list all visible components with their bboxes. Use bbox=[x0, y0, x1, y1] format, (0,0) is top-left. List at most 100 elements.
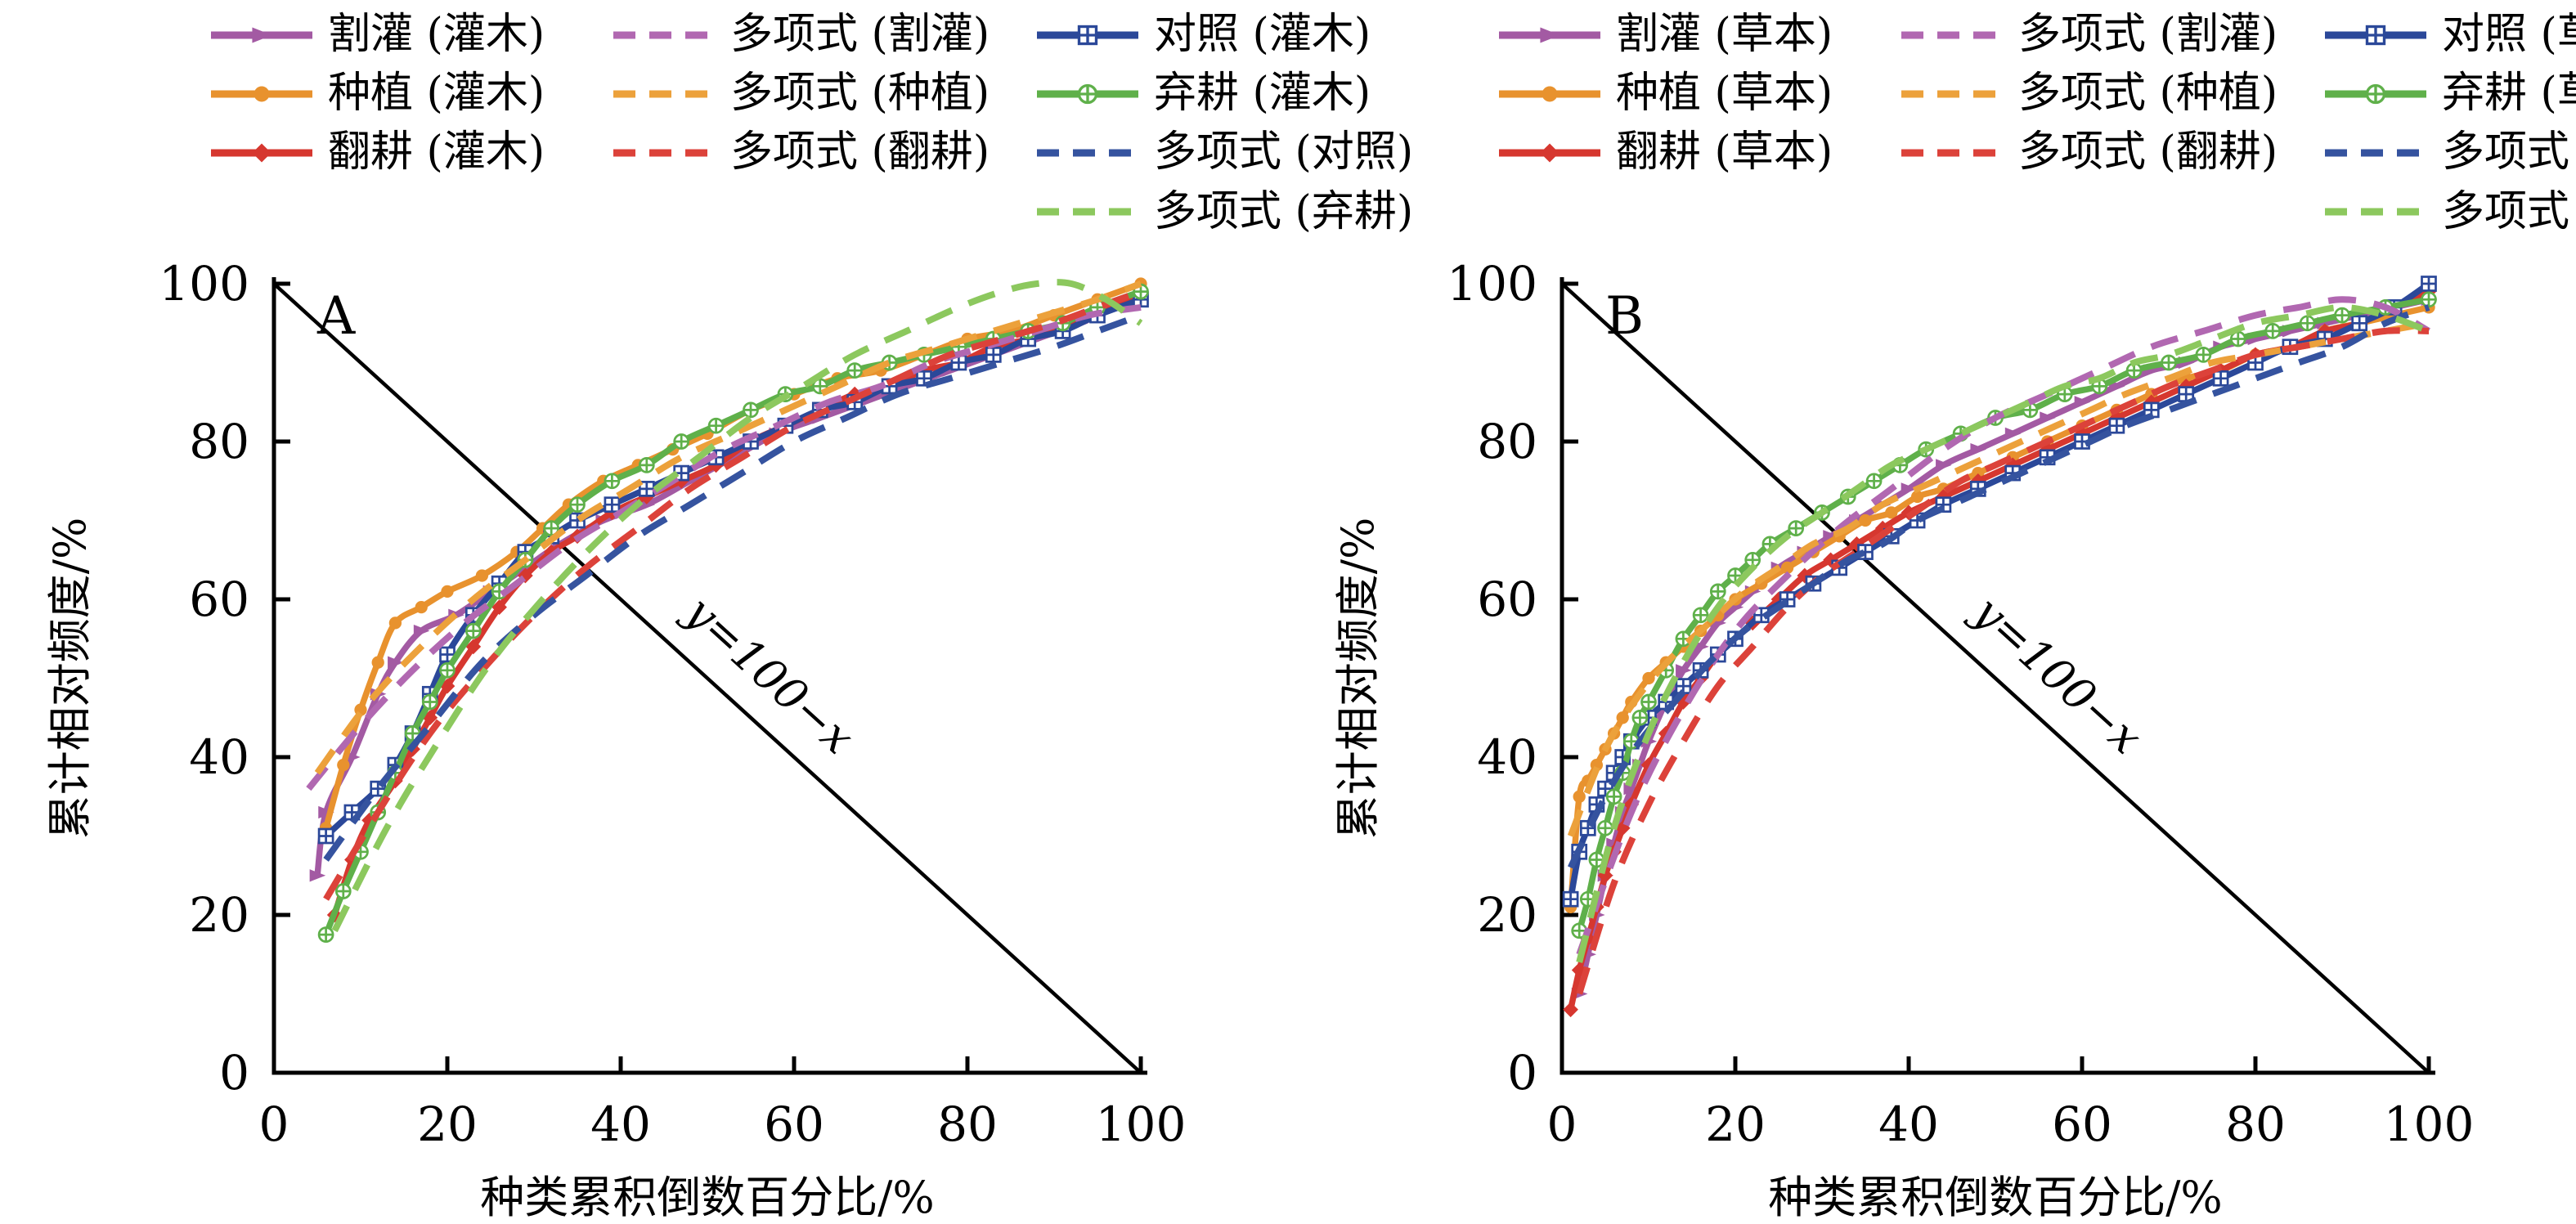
circle-cross-marker bbox=[2335, 308, 2349, 323]
square-cross-marker bbox=[2214, 371, 2228, 386]
y-tick-label: 20 bbox=[189, 887, 249, 943]
legend-b: 割灌 (草本) 多项式 (割灌) 对照 (草本) 种植 (草本) 多项式 (种植) 弃耕 … bbox=[1497, 11, 2576, 235]
y-axis-title: 累计相对频度/% bbox=[44, 518, 96, 840]
square-cross-marker bbox=[319, 829, 334, 843]
square-cross-marker bbox=[640, 482, 654, 496]
triangle-marker bbox=[388, 656, 404, 669]
circle-cross-marker bbox=[570, 497, 585, 512]
circle-cross-line-swatch-icon bbox=[2325, 83, 2426, 104]
panel-b: 割灌 (草本) 多项式 (割灌) 对照 (草本) 种植 (草本) 多项式 (种植) 弃耕 … bbox=[1288, 0, 2576, 1224]
legend-item: 多项式 (弃耕) bbox=[1034, 188, 1413, 235]
circle-cross-marker bbox=[544, 521, 559, 536]
diamond-marker bbox=[543, 544, 559, 560]
legend-label: 多项式 (对照) bbox=[1154, 128, 1414, 177]
x-tick-label: 40 bbox=[1878, 1096, 1939, 1152]
circle-marker bbox=[1780, 561, 1794, 575]
series-line bbox=[314, 280, 1142, 775]
circle-cross-marker bbox=[813, 379, 828, 393]
dashed-line-swatch-icon bbox=[1901, 149, 2003, 157]
y-tick-label: 0 bbox=[1507, 1045, 1537, 1101]
legend-label: 弃耕 (草本) bbox=[2442, 69, 2576, 119]
diamond-marker bbox=[1540, 143, 1560, 163]
legend-item: 多项式 (翻耕) bbox=[611, 129, 1034, 176]
diamond-marker bbox=[252, 143, 272, 163]
circle-cross-marker bbox=[1694, 608, 1708, 622]
square-cross-marker bbox=[1564, 892, 1578, 907]
x-tick-label: 0 bbox=[259, 1096, 289, 1152]
x-tick-label: 100 bbox=[1096, 1096, 1187, 1152]
legend-item: 种植 (草本) bbox=[1497, 69, 1899, 117]
series-line bbox=[331, 279, 1143, 933]
x-axis-title: 种类累积倒数百分比/% bbox=[480, 1172, 935, 1223]
panel-letter: A bbox=[316, 286, 356, 347]
circle-cross-marker bbox=[1598, 821, 1613, 836]
triangle-marker bbox=[1676, 664, 1692, 677]
triangle-marker bbox=[252, 27, 272, 43]
diamond-line-swatch-icon bbox=[211, 143, 312, 163]
circle-cross-marker bbox=[2265, 324, 2280, 339]
legend-item: 多项式 (对照) bbox=[1034, 129, 1413, 176]
circle-cross-marker bbox=[1788, 521, 1803, 536]
legend-label: 弃耕 (灌木) bbox=[1154, 69, 1371, 119]
dashed-line-swatch-icon bbox=[1037, 208, 1138, 216]
circle-marker bbox=[441, 585, 454, 599]
y-tick-label: 80 bbox=[1477, 414, 1537, 469]
y-tick-label: 20 bbox=[1477, 887, 1537, 943]
x-tick-label: 40 bbox=[590, 1096, 651, 1152]
diamond-line-swatch-icon bbox=[1499, 143, 1600, 163]
circle-cross-marker bbox=[1572, 923, 1586, 938]
circle-marker bbox=[388, 616, 402, 630]
legend-label: 多项式 (种植) bbox=[730, 69, 990, 119]
circle-marker bbox=[1910, 490, 1924, 504]
circle-cross-marker bbox=[2231, 332, 2246, 346]
legend-item: 对照 (灌木) bbox=[1034, 11, 1413, 58]
legend-item: 多项式 (割灌) bbox=[1899, 11, 2322, 58]
circle-cross-marker bbox=[1589, 853, 1604, 867]
legend-label: 翻耕 (草本) bbox=[1616, 128, 1833, 177]
dashed-line-swatch-icon bbox=[1901, 31, 2003, 39]
circle-cross-marker bbox=[2300, 316, 2315, 330]
legend-item: 割灌 (草本) bbox=[1497, 11, 1899, 58]
square-cross-marker bbox=[2367, 26, 2385, 44]
series-line bbox=[324, 296, 1142, 839]
legend-label: 多项式 (翻耕) bbox=[2018, 128, 2278, 177]
square-cross-marker bbox=[1598, 782, 1613, 796]
y-tick-label: 100 bbox=[1447, 256, 1537, 312]
legend-label: 多项式 (翻耕) bbox=[730, 128, 990, 177]
triangle-marker bbox=[1901, 482, 1918, 495]
triangle-marker bbox=[1540, 27, 1560, 43]
legend-item: 种植 (灌木) bbox=[209, 69, 611, 117]
circle-cross-marker bbox=[2421, 292, 2436, 307]
circle-cross-marker bbox=[406, 726, 420, 741]
circle-marker bbox=[371, 656, 384, 669]
circle-cross-marker bbox=[2367, 85, 2385, 103]
circle-cross-marker bbox=[640, 458, 654, 473]
series-line bbox=[322, 280, 1142, 829]
series-markers bbox=[1571, 291, 2437, 939]
circle-cross-marker bbox=[466, 624, 481, 639]
circle-cross-marker bbox=[743, 402, 758, 417]
y-tick-label: 0 bbox=[219, 1045, 249, 1101]
legend-item: 多项式 (割灌) bbox=[611, 11, 1034, 58]
y-tick-label: 60 bbox=[1477, 572, 1537, 627]
triangle-marker bbox=[2004, 427, 2022, 441]
diamond-marker bbox=[1571, 962, 1587, 978]
x-tick-label: 80 bbox=[937, 1096, 998, 1152]
legend-label: 割灌 (草本) bbox=[1616, 10, 1833, 59]
chart-a: 0 20 40 60 80 100020406080100y=100−xA种类累积倒数百分… bbox=[44, 256, 1187, 1223]
circle-cross-marker bbox=[2161, 356, 2176, 370]
circle-cross-marker bbox=[336, 884, 351, 899]
legend-label: 割灌 (灌木) bbox=[328, 10, 545, 59]
triangle-marker bbox=[309, 869, 326, 882]
dashed-line-swatch-icon bbox=[1037, 149, 1138, 157]
circle-marker bbox=[1542, 86, 1558, 102]
legend-item: 翻耕 (灌木) bbox=[209, 129, 611, 176]
circle-cross-marker bbox=[674, 434, 689, 449]
circle-cross-marker bbox=[2196, 347, 2210, 362]
square-cross-marker bbox=[1581, 821, 1595, 836]
diamond-marker bbox=[1658, 725, 1674, 742]
legend-label: 翻耕 (灌木) bbox=[328, 128, 545, 177]
square-cross-marker bbox=[917, 371, 931, 386]
x-axis-title: 种类累积倒数百分比/% bbox=[1768, 1172, 2223, 1223]
legend-label: 多项式 (弃耕) bbox=[2442, 186, 2576, 236]
